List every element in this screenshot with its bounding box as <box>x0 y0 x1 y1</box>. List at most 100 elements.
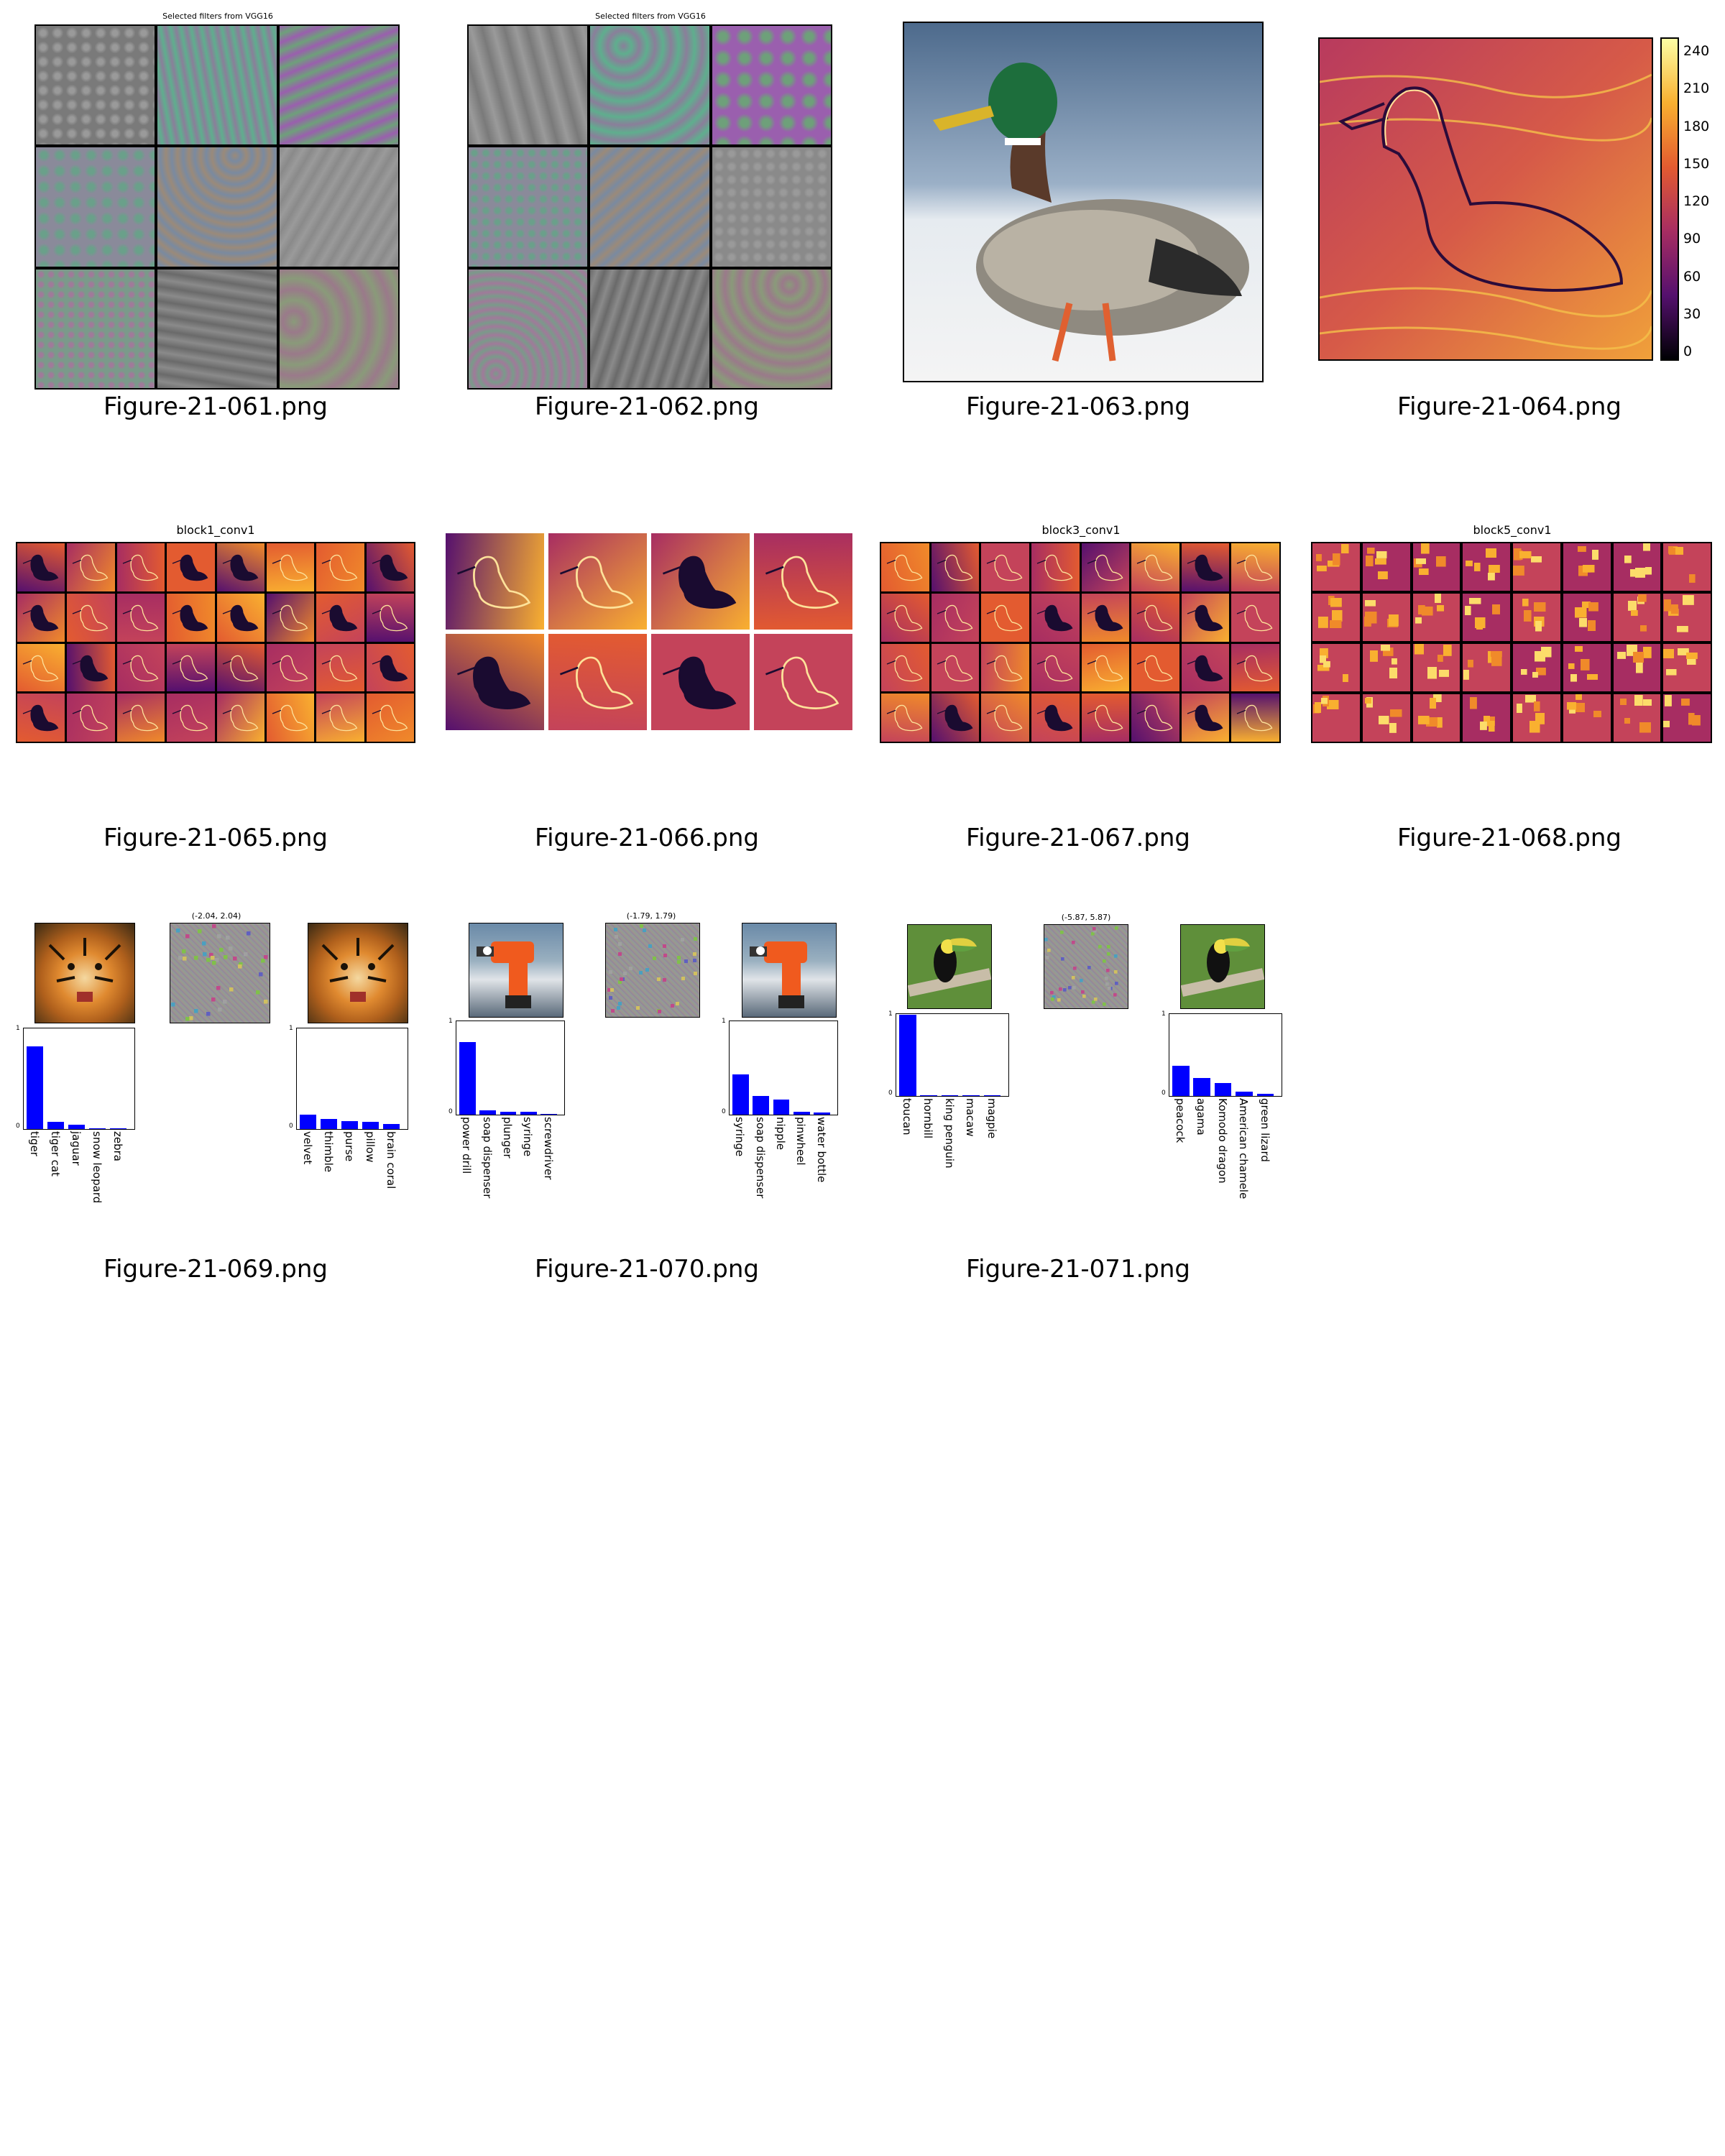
filter-tile <box>590 147 709 267</box>
bar <box>68 1125 86 1129</box>
feature-map-tile <box>931 593 980 642</box>
feature-map-tile <box>651 634 750 730</box>
x-tick-label: toucan <box>900 1098 914 1135</box>
bar <box>459 1041 476 1115</box>
x-tick-label: king penguin <box>942 1098 956 1169</box>
feature-map-tile <box>316 694 364 742</box>
figure-062-title: Selected filters from VGG16 <box>595 11 706 21</box>
x-tick-label: agama <box>1195 1098 1208 1135</box>
feature-map-tile <box>167 543 215 591</box>
feature-map-tile <box>1181 643 1230 692</box>
feature-map-tile <box>931 543 980 591</box>
filter-tile <box>712 26 831 145</box>
feature-map-tile <box>116 593 165 642</box>
x-tick-label: water bottle <box>814 1117 828 1183</box>
filter-tile <box>590 26 709 145</box>
feature-map-tile <box>881 643 929 692</box>
feature-map-tile <box>1081 694 1130 742</box>
feature-map-tile <box>1231 543 1279 591</box>
bar <box>1214 1082 1232 1096</box>
duck-edge-heatmap <box>1318 37 1653 361</box>
feature-map-tile <box>1613 644 1661 691</box>
x-tick-label: snow leopard <box>90 1131 104 1204</box>
bar <box>383 1124 400 1129</box>
x-tick-label: purse <box>342 1131 356 1162</box>
feature-map-tile <box>1362 694 1410 742</box>
filter-tile <box>279 269 398 388</box>
feature-map-tile <box>1513 594 1560 641</box>
feature-map-tile <box>1031 543 1080 591</box>
bar <box>520 1112 537 1115</box>
filter-tile <box>469 147 588 267</box>
x-tick-label: brain coral <box>384 1131 397 1189</box>
feature-map-tile <box>548 634 647 730</box>
feature-map-tile <box>216 593 264 642</box>
tiger-photo-adversarial <box>308 923 408 1023</box>
figure-caption: Figure‐21‐071.png <box>965 1255 1191 1284</box>
feature-map-tile <box>1513 644 1560 691</box>
feature-map-tile <box>1231 694 1279 742</box>
feature-map-tile <box>1563 644 1611 691</box>
x-tick-label: syringe <box>733 1117 747 1157</box>
feature-map-tile <box>1463 594 1510 641</box>
x-tick-label: American chamele <box>1237 1098 1251 1199</box>
feature-map-tile <box>1412 694 1460 742</box>
feature-map-tile <box>266 694 315 742</box>
figure-caption: Figure‐21‐070.png <box>534 1255 760 1284</box>
feature-map-tile <box>1563 694 1611 742</box>
y-tick-label: 1 <box>289 1025 293 1032</box>
x-tick-label: green lizard <box>1258 1098 1271 1162</box>
feature-map-tile <box>1613 543 1661 591</box>
bar <box>732 1074 749 1115</box>
feature-map-tile <box>1131 643 1179 692</box>
feature-map-tile <box>1312 694 1360 742</box>
x-tick-label: macaw <box>964 1098 978 1137</box>
bar <box>500 1112 517 1115</box>
noise-range-label: (-2.04, 2.04) <box>191 911 242 921</box>
feature-map-tile <box>1181 593 1230 642</box>
bar-chart-frame <box>296 1028 408 1130</box>
feature-map-tile <box>1312 543 1360 591</box>
noise-range-label: (-1.79, 1.79) <box>626 911 676 921</box>
filter-grid <box>34 24 400 390</box>
x-tick-label: nipple <box>773 1117 787 1151</box>
feature-map-tile <box>754 634 852 730</box>
feature-map-tile <box>116 694 165 742</box>
feature-map-tile <box>1181 694 1230 742</box>
feature-map-tile <box>167 643 215 692</box>
bar <box>47 1122 65 1129</box>
feature-map-tile <box>67 543 115 591</box>
figure-067-title: block3_conv1 <box>1041 523 1121 537</box>
x-tick-label: Komodo dragon <box>1215 1098 1229 1184</box>
bar <box>753 1096 769 1115</box>
feature-map-tile <box>1131 543 1179 591</box>
bar-chart-frame <box>896 1013 1009 1097</box>
figure-caption: Figure‐21‐062.png <box>534 392 760 421</box>
figure-caption: Figure‐21‐061.png <box>103 392 328 421</box>
x-tick-label: hornbill <box>921 1098 935 1139</box>
feature-map-tile <box>931 694 980 742</box>
bar <box>983 1095 1001 1096</box>
feature-map-grid <box>880 542 1281 743</box>
colorbar-tick-label: 180 <box>1683 118 1710 134</box>
toucan-photo-adversarial <box>1180 924 1265 1009</box>
bar <box>362 1122 380 1129</box>
bar <box>89 1128 106 1129</box>
colorbar-tick-label: 210 <box>1683 80 1710 97</box>
feature-map-tile <box>1613 694 1661 742</box>
y-tick-label: 1 <box>722 1018 726 1025</box>
feature-map-tile <box>548 533 647 630</box>
feature-map-tile <box>1231 593 1279 642</box>
bar <box>110 1128 127 1129</box>
bar <box>941 1095 959 1096</box>
colorbar-tick-label: 240 <box>1683 43 1710 59</box>
colorbar-tick-label: 150 <box>1683 155 1710 172</box>
bar <box>321 1119 338 1129</box>
y-tick-label: 0 <box>448 1108 453 1115</box>
x-tick-label: soap dispenser <box>480 1117 494 1199</box>
feature-map-tile <box>754 533 852 630</box>
bar-chart-frame <box>1169 1013 1282 1097</box>
feature-map-tile <box>1131 694 1179 742</box>
colorbar-tick-label: 30 <box>1683 305 1701 322</box>
feature-map-tile <box>17 543 65 591</box>
